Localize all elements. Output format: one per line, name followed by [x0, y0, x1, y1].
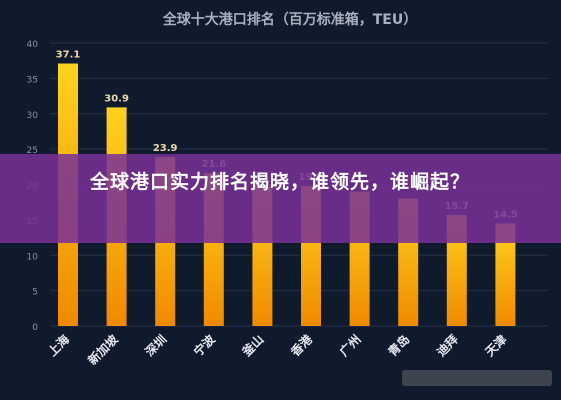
x-tick-label: 新加坡	[85, 331, 122, 368]
y-tick-label: 0	[32, 323, 38, 333]
headline-banner: 全球港口实力排名揭晓，谁领先，谁崛起？	[0, 154, 561, 243]
x-tick-label: 上海	[45, 332, 73, 360]
x-tick-label: 广州	[336, 332, 364, 360]
y-tick-label: 30	[27, 111, 39, 121]
y-tick-label: 10	[27, 252, 39, 262]
data-label: 30.9	[104, 93, 129, 104]
watermark	[402, 370, 552, 386]
y-tick-label: 35	[27, 75, 38, 85]
x-tick-label: 天津	[482, 332, 510, 360]
x-tick-label: 宁波	[190, 331, 218, 359]
x-tick-label: 迪拜	[433, 332, 461, 360]
chart-title: 全球十大港口排名（百万标准箱，TEU）	[162, 11, 417, 28]
y-tick-label: 5	[32, 288, 38, 298]
x-tick-label: 深圳	[142, 332, 170, 360]
x-tick-label: 香港	[287, 331, 316, 360]
y-tick-label: 40	[27, 40, 39, 50]
x-tick-label: 青岛	[385, 332, 413, 360]
data-label: 37.1	[56, 50, 81, 61]
bar	[495, 223, 516, 326]
x-tick-label: 釜山	[238, 332, 266, 360]
y-tick-label: 25	[27, 146, 38, 156]
headline-text: 全球港口实力排名揭晓，谁领先，谁崛起？	[89, 171, 470, 193]
data-label: 23.9	[153, 143, 178, 154]
